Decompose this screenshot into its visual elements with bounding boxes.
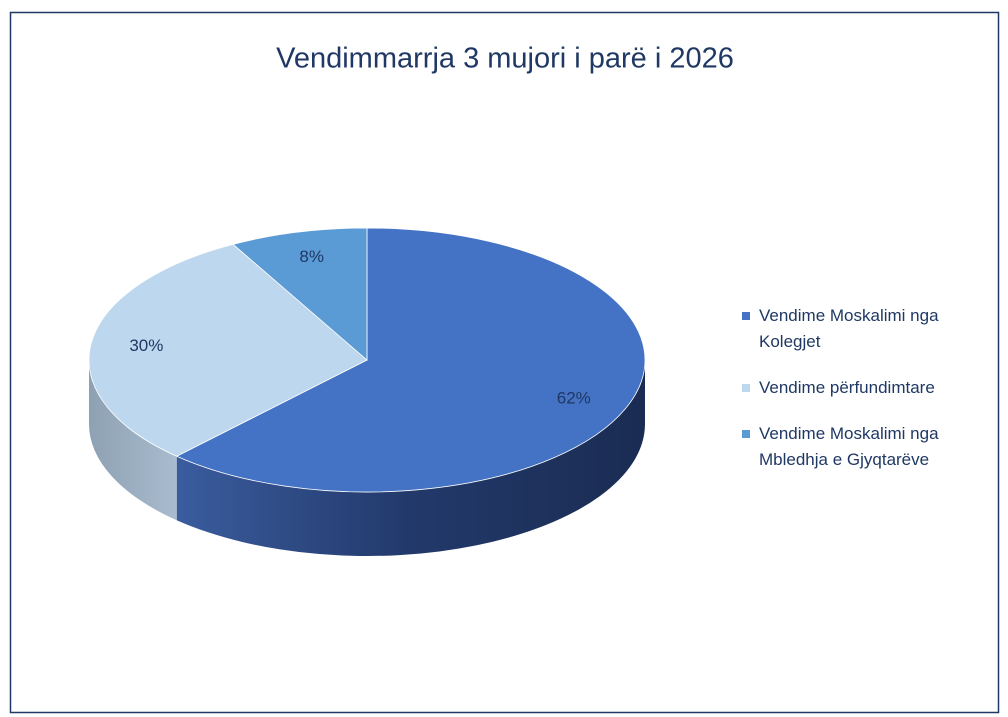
legend-swatch bbox=[742, 430, 750, 438]
data-label: 62% bbox=[557, 388, 591, 407]
slice bbox=[88, 243, 368, 457]
legend-item: Vendime Moskalimi nga Kolegjet bbox=[742, 303, 1002, 355]
legend-item: Vendime përfundimtare bbox=[742, 375, 1002, 401]
legend-label: Vendime Moskalimi nga Mbledhja e Gjyqtar… bbox=[759, 424, 939, 469]
legend-swatch bbox=[742, 312, 750, 320]
legend-item: Vendime Moskalimi nga Mbledhja e Gjyqtar… bbox=[742, 421, 1002, 473]
data-label: 8% bbox=[299, 247, 324, 266]
legend-swatch bbox=[742, 384, 750, 392]
legend-label: Vendime Moskalimi nga Kolegjet bbox=[759, 306, 939, 351]
slice-side bbox=[89, 360, 177, 521]
legend: Vendime Moskalimi nga Kolegjet Vendime pë… bbox=[742, 303, 1002, 493]
chart-title: Vendimmarrja 3 mujori i parë i 2026 bbox=[276, 43, 734, 75]
slice bbox=[175, 227, 646, 493]
slice-side bbox=[176, 360, 645, 557]
legend-label: Vendime përfundimtare bbox=[759, 378, 935, 397]
slice bbox=[232, 227, 368, 361]
data-label: 30% bbox=[129, 336, 163, 355]
